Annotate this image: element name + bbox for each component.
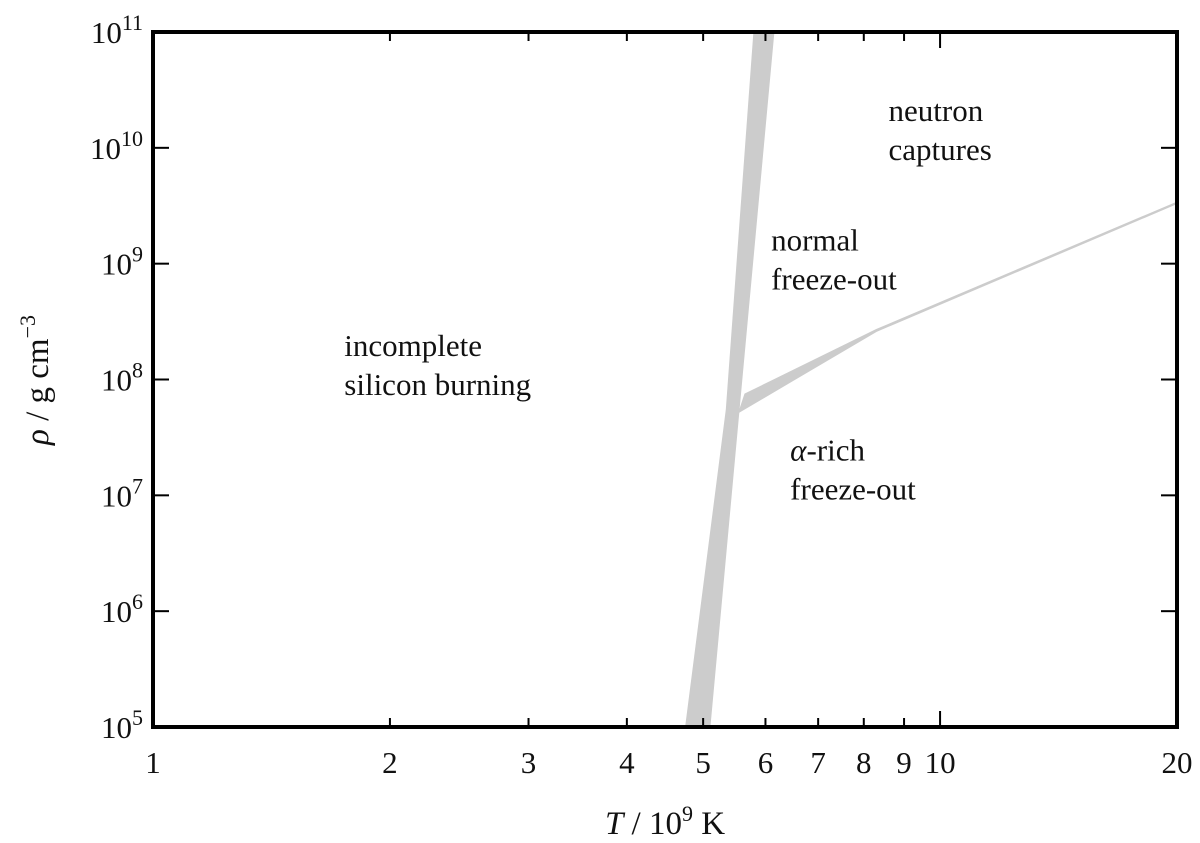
x-tick-label: 5 <box>695 745 711 780</box>
x-tick-label: 7 <box>810 745 826 780</box>
y-tick-label: 1010 <box>90 126 143 166</box>
region-label-2: neutron captures <box>889 93 992 167</box>
plot-frame <box>151 30 1179 729</box>
region-label-3: α-rich freeze-out <box>790 432 916 506</box>
region-label-1: normal freeze-out <box>771 222 897 296</box>
band-0 <box>685 31 775 728</box>
x-tick-label: 9 <box>896 745 912 780</box>
y-axis-ticks: 105 106 107 108 109 1010 1011 <box>90 10 1177 745</box>
x-tick-label: 20 <box>1162 745 1193 780</box>
x-tick-label: 4 <box>619 745 635 780</box>
x-tick-label: 8 <box>856 745 872 780</box>
region-labels: incomplete silicon burning normal freeze-ou… <box>344 93 992 506</box>
y-axis-label: ρ / g cm−3 <box>15 315 56 446</box>
x-axis-ticks: 1 2 3 4 5 6 7 8 9 10 20 <box>145 32 1193 780</box>
x-tick-label: 3 <box>521 745 537 780</box>
y-tick-label: 1011 <box>91 10 143 50</box>
y-tick-label: 108 <box>101 358 143 398</box>
x-tick-label: 6 <box>758 745 774 780</box>
y-tick-label: 106 <box>101 589 143 629</box>
region-label-0: incomplete silicon burning <box>344 328 531 402</box>
y-tick-label: 109 <box>101 242 143 282</box>
x-tick-label: 10 <box>925 745 956 780</box>
x-tick-label: 1 <box>145 745 161 780</box>
x-axis-label: T / 109 K <box>605 801 725 842</box>
y-tick-label: 107 <box>101 473 143 513</box>
y-tick-label: 105 <box>101 705 143 745</box>
x-tick-label: 2 <box>382 745 398 780</box>
